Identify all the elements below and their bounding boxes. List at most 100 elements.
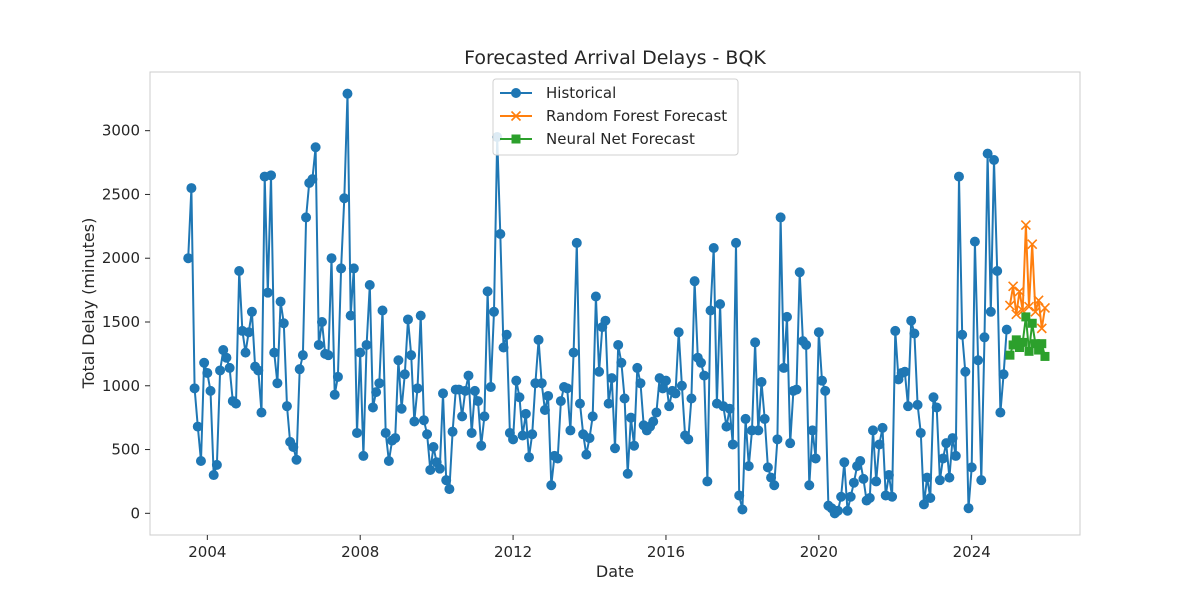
data-point — [1014, 286, 1025, 297]
data-point — [536, 378, 547, 389]
data-point — [1021, 312, 1031, 322]
data-point — [794, 267, 805, 278]
data-point — [266, 170, 277, 181]
data-point — [1004, 300, 1015, 311]
data-point — [441, 475, 452, 486]
data-point — [380, 427, 391, 438]
data-point — [785, 438, 796, 449]
y-axis-ticks: 0 500 1000 1500 2000 2500 3000 — [102, 122, 150, 522]
data-point — [772, 434, 783, 445]
data-point — [297, 350, 308, 361]
data-point — [498, 342, 509, 353]
data-point — [769, 480, 780, 491]
x-tick-label: 2008 — [341, 543, 379, 561]
data-point — [371, 387, 382, 398]
data-point — [610, 443, 620, 454]
data-point — [708, 243, 719, 254]
data-point — [313, 339, 324, 350]
data-point — [482, 286, 493, 297]
data-point — [979, 332, 990, 343]
data-point — [326, 253, 337, 264]
data-point — [839, 457, 850, 468]
data-point — [950, 450, 961, 461]
series-line — [187, 92, 1008, 515]
data-point — [495, 228, 506, 239]
data-point — [281, 401, 292, 412]
data-point — [753, 425, 764, 436]
data-point — [931, 402, 942, 413]
data-point — [673, 327, 684, 338]
data-point — [412, 383, 423, 394]
data-point — [651, 407, 662, 418]
data-point — [514, 392, 525, 403]
data-point — [969, 236, 980, 247]
data-point — [836, 491, 847, 502]
y-tick-label: 2000 — [102, 249, 140, 267]
data-point — [501, 329, 512, 340]
data-point — [842, 505, 853, 516]
data-point — [890, 325, 901, 336]
data-point — [966, 462, 977, 473]
data-point — [479, 411, 490, 422]
data-point — [476, 440, 487, 451]
data-point — [702, 476, 713, 487]
data-point — [622, 468, 633, 479]
data-point — [574, 398, 585, 409]
data-point — [355, 347, 366, 358]
data-point — [291, 454, 302, 465]
data-point — [756, 376, 767, 387]
data-point — [215, 365, 226, 376]
data-point — [899, 366, 910, 377]
data-point — [590, 291, 601, 302]
data-point — [603, 398, 614, 409]
data-point — [278, 318, 289, 329]
data-point — [332, 371, 343, 382]
data-point — [262, 287, 273, 298]
data-point — [600, 315, 611, 326]
data-point — [1005, 350, 1015, 360]
data-point — [434, 463, 445, 474]
data-point — [941, 438, 952, 449]
data-point — [415, 310, 426, 321]
data-point — [1011, 335, 1021, 345]
data-point — [963, 503, 974, 514]
data-point — [230, 398, 241, 409]
data-point — [619, 393, 630, 404]
data-point — [810, 453, 821, 464]
data-point — [517, 430, 528, 441]
data-point — [944, 472, 955, 483]
data-point — [377, 305, 388, 316]
data-point — [422, 429, 433, 440]
data-point — [399, 369, 410, 380]
series-line — [1008, 224, 1046, 330]
data-point — [272, 378, 283, 389]
data-point — [444, 484, 455, 495]
y-tick-label: 0 — [130, 504, 140, 522]
legend-label: Historical — [546, 84, 616, 102]
data-point — [791, 384, 802, 395]
data-point — [256, 407, 267, 418]
data-point — [565, 425, 576, 436]
data-point — [867, 425, 878, 436]
data-point — [1027, 239, 1038, 250]
data-point — [775, 212, 786, 223]
data-point — [801, 339, 812, 350]
data-point — [301, 212, 312, 223]
data-point — [192, 421, 203, 432]
data-point — [734, 490, 745, 501]
data-point — [625, 412, 636, 423]
data-point — [1034, 345, 1044, 355]
data-point — [402, 314, 413, 325]
data-point — [329, 389, 340, 400]
data-point — [606, 373, 617, 384]
x-tick-label: 2024 — [953, 543, 991, 561]
data-point — [348, 263, 359, 274]
series-0 — [183, 88, 1012, 519]
chart-title: Forecasted Arrival Delays - BQK — [464, 47, 766, 69]
data-point — [234, 265, 245, 276]
y-axis-label: Total Delay (minutes) — [79, 218, 98, 390]
data-point — [1036, 323, 1047, 334]
data-point — [336, 263, 347, 274]
data-point — [345, 310, 356, 321]
data-point — [1023, 301, 1035, 312]
